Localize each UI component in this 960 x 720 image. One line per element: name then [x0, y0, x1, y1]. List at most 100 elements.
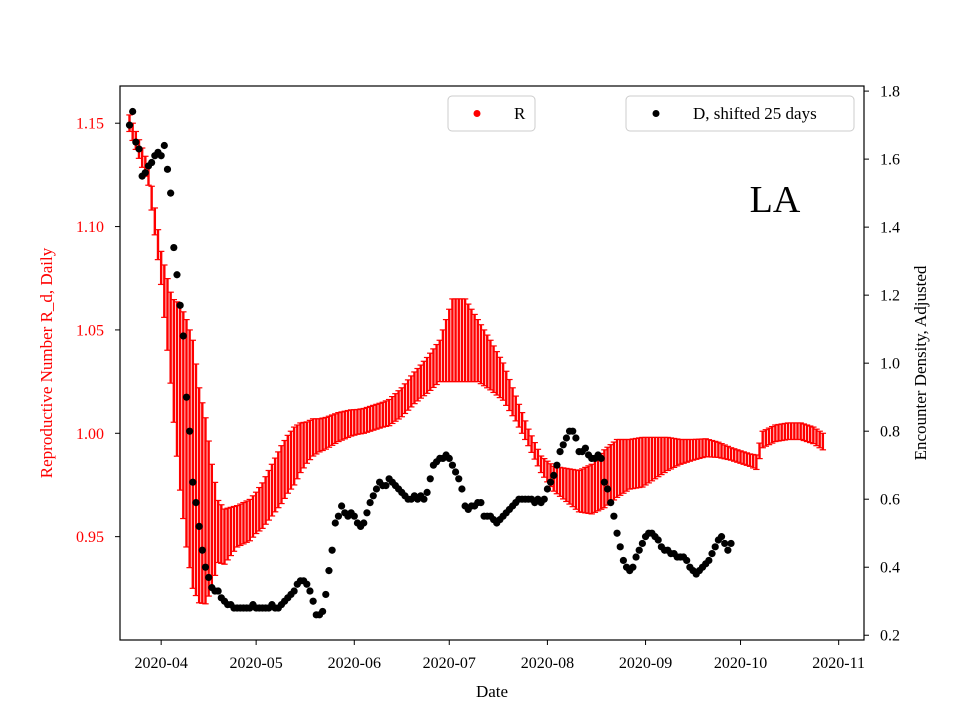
d-point	[721, 539, 729, 548]
legend-d-box	[625, 95, 855, 132]
x-axis-ticks: 2020-04 2020-05 2020-06 2020-07 2020-08 2020-…	[134, 640, 865, 672]
d-point	[322, 590, 330, 599]
d-point	[711, 543, 719, 551]
left-axis-ticks: 0.95 1.00 1.05 1.10 1.15	[76, 116, 120, 546]
d-point	[572, 434, 580, 442]
legend-r: R	[447, 95, 536, 132]
d-point	[445, 454, 453, 462]
r-errorbar	[202, 417, 209, 605]
state-label: LA	[750, 179, 801, 221]
d-point	[148, 158, 156, 167]
d-point	[186, 427, 194, 435]
right-tick-label: 0.2	[880, 628, 900, 645]
d-point	[360, 519, 368, 527]
r-errorbar	[148, 185, 155, 211]
d-point	[423, 488, 431, 497]
x-tick-label: 2020-06	[328, 655, 381, 672]
d-point	[192, 499, 200, 507]
d-point	[334, 512, 343, 520]
left-tick-label: 1.15	[76, 116, 104, 133]
left-axis-title: Reproductive Number R_d, Daily	[37, 247, 56, 478]
d-point	[170, 243, 178, 252]
d-point	[619, 556, 627, 565]
d-point	[632, 553, 640, 561]
left-tick-label: 1.10	[76, 219, 104, 236]
d-point	[369, 492, 377, 500]
r-errorbar	[205, 440, 212, 597]
plot-frame	[119, 85, 865, 641]
d-point	[214, 587, 222, 595]
d-point	[550, 471, 558, 479]
d-point	[382, 482, 390, 490]
d-point	[603, 485, 612, 493]
d-point	[176, 301, 184, 309]
d-point	[597, 454, 605, 462]
d-point	[455, 475, 463, 483]
right-tick-label: 1.0	[880, 356, 900, 373]
legend-d-label: D, shifted 25 days	[693, 104, 817, 123]
d-point	[477, 499, 485, 507]
d-point	[717, 533, 726, 541]
legend-r-box	[447, 95, 536, 132]
d-point	[129, 107, 137, 116]
d-point	[458, 485, 466, 493]
d-point	[600, 478, 608, 486]
right-axis-ticks: 0.2 0.4 0.6 0.8 1.0 1.2 1.4 1.6 1.8	[864, 84, 900, 645]
left-tick-label: 1.00	[76, 426, 104, 443]
d-point	[562, 434, 571, 442]
d-point	[325, 567, 333, 575]
d-point	[420, 495, 428, 503]
d-point	[610, 512, 618, 520]
d-point	[306, 587, 314, 595]
d-point	[607, 499, 615, 507]
d-point	[705, 556, 713, 565]
x-tick-label: 2020-04	[134, 655, 187, 672]
d-point	[616, 543, 624, 551]
d-point	[724, 546, 732, 554]
d-point	[553, 461, 561, 469]
d-point	[167, 189, 175, 197]
x-tick-label: 2020-07	[423, 655, 476, 672]
x-axis-title: Date	[476, 682, 508, 701]
right-tick-label: 0.8	[880, 424, 900, 441]
d-point	[654, 536, 662, 544]
d-point	[173, 271, 181, 279]
d-point	[319, 607, 327, 616]
d-point	[303, 580, 311, 588]
d-point	[708, 550, 716, 558]
right-tick-label: 1.4	[880, 220, 900, 237]
d-point	[135, 145, 143, 153]
d-point	[581, 444, 589, 452]
d-point	[179, 332, 187, 340]
d-series-points	[125, 107, 735, 619]
d-point	[372, 485, 381, 493]
d-point	[141, 169, 149, 177]
d-point	[160, 141, 168, 150]
d-point	[309, 597, 317, 605]
d-point	[205, 573, 213, 582]
left-tick-label: 1.05	[76, 322, 104, 339]
d-point	[556, 447, 564, 456]
legend-d: D, shifted 25 days	[625, 95, 855, 132]
right-tick-label: 0.4	[880, 560, 900, 577]
x-tick-label: 2020-09	[619, 655, 672, 672]
d-point	[569, 427, 577, 435]
x-tick-label: 2020-08	[521, 655, 574, 672]
d-point	[543, 485, 552, 493]
d-point	[201, 563, 210, 571]
d-point	[629, 563, 637, 571]
right-tick-label: 0.6	[880, 492, 900, 509]
r-errorbar	[211, 481, 219, 577]
x-tick-label: 2020-05	[229, 655, 282, 672]
d-point	[613, 529, 621, 537]
legend-d-marker	[652, 110, 660, 117]
d-point	[559, 441, 567, 449]
d-point	[331, 519, 339, 527]
legend-r-label: R	[514, 104, 526, 123]
x-tick-label: 2020-10	[714, 655, 767, 672]
d-point	[338, 502, 346, 510]
d-point	[727, 539, 735, 548]
d-point	[451, 468, 460, 476]
r-series-errorbars	[126, 114, 827, 605]
